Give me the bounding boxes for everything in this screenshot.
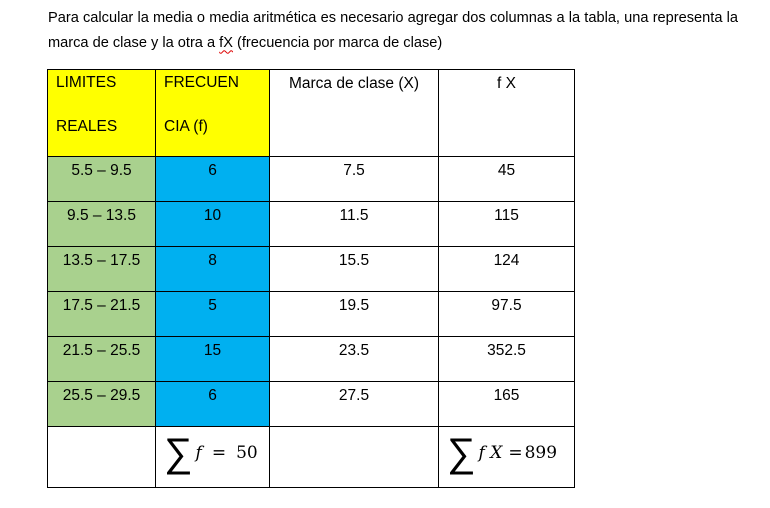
fx-value: 97.5 bbox=[491, 297, 522, 314]
frecuencia-value: 6 bbox=[208, 387, 217, 404]
cell-marca: 11.5 bbox=[269, 201, 439, 247]
equals-sign: = bbox=[508, 443, 523, 463]
cell-frecuencia: 6 bbox=[155, 156, 270, 202]
limites-value: 21.5 – 25.5 bbox=[62, 342, 141, 359]
sum-f-symbol: f bbox=[195, 443, 202, 463]
sigma-symbol: ∑ bbox=[164, 430, 193, 476]
table-row: 13.5 – 17.5 8 15.5 124 bbox=[47, 246, 575, 292]
marca-value: 27.5 bbox=[338, 387, 370, 404]
sum-f-total: 50 bbox=[236, 443, 258, 463]
cell-marca: 27.5 bbox=[269, 381, 439, 427]
sum-empty-cell bbox=[47, 426, 156, 488]
header-frecuencia-line2: CIA (f) bbox=[164, 118, 208, 135]
fx-value: 165 bbox=[493, 387, 520, 404]
fx-value: 115 bbox=[494, 207, 519, 224]
sum-fx-cell: ∑ f X = 899 bbox=[438, 426, 575, 488]
cell-limites: 5.5 – 9.5 bbox=[47, 156, 156, 202]
intro-fx-term: fX bbox=[219, 34, 233, 51]
marca-value: 7.5 bbox=[343, 162, 365, 179]
cell-limites: 17.5 – 21.5 bbox=[47, 291, 156, 337]
header-limites-line1: LIMITES bbox=[56, 74, 117, 91]
cell-fx: 45 bbox=[438, 156, 575, 202]
header-frecuencia: FRECUEN CIA (f) bbox=[155, 69, 270, 157]
sum-fx-symbol: f X bbox=[478, 443, 503, 463]
cell-marca: 19.5 bbox=[269, 291, 439, 337]
cell-marca: 15.5 bbox=[269, 246, 439, 292]
header-frecuencia-line1: FRECUEN bbox=[164, 74, 239, 91]
limites-value: 5.5 – 9.5 bbox=[71, 162, 132, 179]
header-fx: f X bbox=[438, 69, 575, 157]
cell-fx: 165 bbox=[438, 381, 575, 427]
cell-frecuencia: 8 bbox=[155, 246, 270, 292]
cell-frecuencia: 10 bbox=[155, 201, 270, 247]
cell-limites: 13.5 – 17.5 bbox=[47, 246, 156, 292]
cell-limites: 21.5 – 25.5 bbox=[47, 336, 156, 382]
header-limites-line2: REALES bbox=[56, 118, 118, 135]
marca-value: 19.5 bbox=[338, 297, 370, 314]
sum-row: ∑ f = 50 ∑ f X = 899 bbox=[47, 426, 575, 488]
marca-value: 11.5 bbox=[339, 207, 369, 224]
table-row: 17.5 – 21.5 5 19.5 97.5 bbox=[47, 291, 575, 337]
frecuencia-value: 6 bbox=[208, 162, 217, 179]
cell-marca: 23.5 bbox=[269, 336, 439, 382]
sum-fx-total: 899 bbox=[524, 443, 558, 463]
cell-marca: 7.5 bbox=[269, 156, 439, 202]
header-row: LIMITES REALES FRECUEN CIA (f) Marca de … bbox=[47, 69, 575, 157]
header-fx-label: f X bbox=[497, 75, 516, 92]
cell-frecuencia: 15 bbox=[155, 336, 270, 382]
cell-fx: 97.5 bbox=[438, 291, 575, 337]
cell-frecuencia: 5 bbox=[155, 291, 270, 337]
sum-fx-formula: ∑ f X = 899 bbox=[439, 427, 574, 473]
sum-frecuencia-cell: ∑ f = 50 bbox=[155, 426, 270, 488]
frecuencia-value: 5 bbox=[208, 297, 217, 314]
sum-marca-empty-cell bbox=[269, 426, 439, 488]
table-row: 25.5 – 29.5 6 27.5 165 bbox=[47, 381, 575, 427]
cell-limites: 9.5 – 13.5 bbox=[47, 201, 156, 247]
intro-paragraph: Para calcular la media o media aritmétic… bbox=[48, 6, 738, 55]
table-row: 9.5 – 13.5 10 11.5 115 bbox=[47, 201, 575, 247]
frecuencia-value: 8 bbox=[208, 252, 217, 269]
header-limites-reales: LIMITES REALES bbox=[47, 69, 156, 157]
frequency-table: LIMITES REALES FRECUEN CIA (f) Marca de … bbox=[47, 69, 575, 488]
fx-value: 45 bbox=[497, 162, 516, 179]
marca-value: 23.5 bbox=[338, 342, 370, 359]
fx-value: 352.5 bbox=[487, 342, 526, 359]
marca-value: 15.5 bbox=[338, 252, 370, 269]
limites-value: 25.5 – 29.5 bbox=[62, 387, 141, 404]
cell-limites: 25.5 – 29.5 bbox=[47, 381, 156, 427]
cell-fx: 124 bbox=[438, 246, 575, 292]
header-marca-label: Marca de clase (X) bbox=[288, 75, 420, 92]
frecuencia-value: 10 bbox=[203, 207, 222, 224]
intro-text-before: Para calcular la media o media aritmétic… bbox=[48, 10, 738, 51]
cell-fx: 352.5 bbox=[438, 336, 575, 382]
cell-fx: 115 bbox=[438, 201, 575, 247]
limites-value: 17.5 – 21.5 bbox=[62, 297, 141, 314]
limites-value: 13.5 – 17.5 bbox=[62, 252, 141, 269]
frecuencia-value: 15 bbox=[203, 342, 222, 359]
sum-frecuencia-formula: ∑ f = 50 bbox=[156, 427, 269, 473]
limites-value: 9.5 – 13.5 bbox=[67, 207, 136, 224]
equals-sign: = bbox=[211, 443, 227, 463]
cell-frecuencia: 6 bbox=[155, 381, 270, 427]
table-row: 5.5 – 9.5 6 7.5 45 bbox=[47, 156, 575, 202]
intro-text-after: (frecuencia por marca de clase) bbox=[232, 34, 443, 51]
fx-value: 124 bbox=[493, 252, 520, 269]
table-row: 21.5 – 25.5 15 23.5 352.5 bbox=[47, 336, 575, 382]
header-marca-de-clase: Marca de clase (X) bbox=[269, 69, 439, 157]
sigma-symbol: ∑ bbox=[447, 430, 476, 476]
